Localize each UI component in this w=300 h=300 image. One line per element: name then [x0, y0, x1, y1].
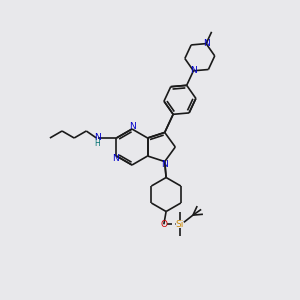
Text: O: O — [160, 220, 167, 229]
Text: Si: Si — [176, 220, 184, 229]
Text: N: N — [190, 66, 197, 75]
Text: N: N — [161, 160, 168, 169]
Text: H: H — [94, 140, 100, 148]
Text: N: N — [203, 39, 209, 48]
Text: N: N — [129, 122, 135, 131]
Text: N: N — [94, 134, 100, 142]
Text: N: N — [112, 154, 119, 163]
